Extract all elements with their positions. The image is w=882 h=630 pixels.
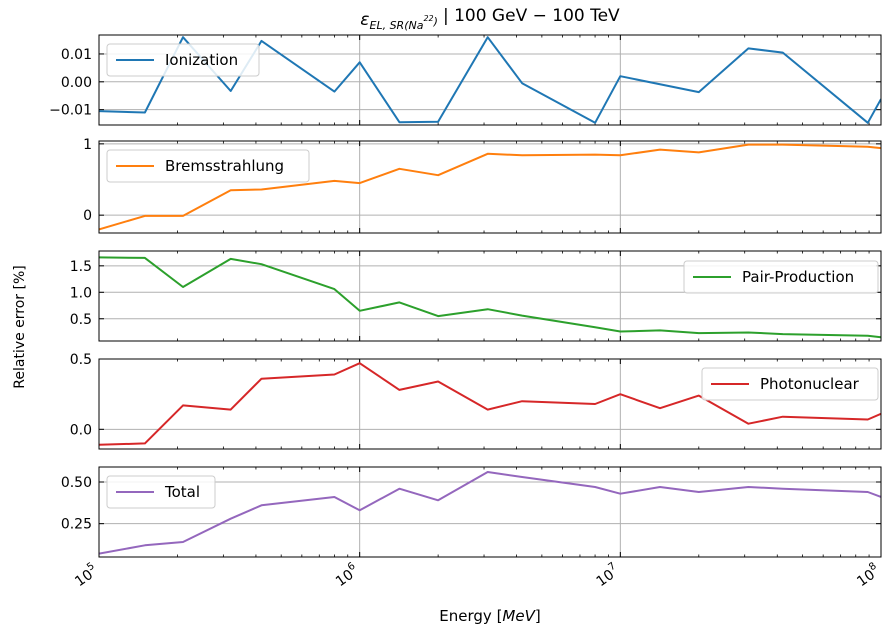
legend: Pair-Production	[683, 260, 879, 294]
legend: Ionization	[106, 43, 260, 77]
chart-title: εEL, SR(Na22) | 100 GeV − 100 TeV	[360, 6, 620, 32]
y-tick-label: 0.5	[70, 312, 92, 328]
series-line-total	[99, 471, 881, 555]
panel-3: 1.5 1.0 0.5 Pair-Production	[70, 250, 882, 342]
x-tick-label-text: 106	[331, 561, 362, 590]
y-tick-label: 1.0	[70, 285, 92, 301]
x-tick-label-text: 107	[592, 561, 623, 590]
y-tick-label: 1	[83, 137, 92, 153]
y-tick-label: 0.01	[61, 47, 92, 63]
panel-1: 0.01 0.00 −0.01 Ionization	[49, 34, 882, 126]
x-tick-label-text: 105	[71, 561, 102, 590]
legend-label: Total	[164, 483, 200, 501]
y-tick-label: 0.25	[61, 517, 92, 533]
series-line-ionization	[99, 36, 881, 124]
legend: Photonuclear	[701, 367, 879, 401]
legend-box	[106, 475, 216, 509]
legend-box	[701, 367, 879, 401]
series-line-pair-production	[99, 256, 881, 339]
panel-4: 0.5 0.0 Photonuclear	[70, 352, 882, 450]
legend-label: Ionization	[165, 51, 238, 69]
y-tick-label: 0.5	[70, 352, 92, 368]
legend-label: Photonuclear	[760, 375, 860, 393]
panel-5: 0.50 0.25 Total 105 106 107 108	[61, 466, 882, 590]
y-tick-label: −0.01	[49, 103, 92, 119]
plot-frame	[98, 466, 882, 558]
x-tick-label-text: 108	[853, 561, 882, 590]
y-tick-label: 0.00	[61, 75, 92, 91]
series-line-bremsstrahlung	[99, 143, 881, 231]
x-tick-label: 108	[853, 561, 882, 590]
x-tick-label: 105	[71, 561, 102, 590]
plot-frame	[98, 140, 882, 234]
legend-box	[683, 260, 879, 294]
panels: 0.010.00−0.01Ionization10Bremsstrahlung1…	[49, 34, 882, 590]
y-tick-label: 0.0	[70, 422, 92, 438]
legend-box	[106, 43, 260, 77]
series-line-photonuclear	[99, 362, 881, 446]
y-tick-label: 0.50	[61, 475, 92, 491]
x-tick-label: 107	[592, 561, 623, 590]
plot-frame	[98, 358, 882, 450]
plot-frame	[98, 34, 882, 126]
plot-frame	[98, 250, 882, 342]
legend: Total	[106, 475, 216, 509]
y-tick-label: 1.5	[70, 259, 92, 275]
y-axis-label: Relative error [%]	[12, 265, 28, 388]
x-tick-label: 106	[331, 561, 362, 590]
panel-2: 1 0 Bremsstrahlung	[83, 137, 882, 234]
legend-label: Pair-Production	[742, 268, 854, 286]
legend-box	[106, 149, 310, 183]
x-axis-label: Energy [MeV]	[439, 607, 540, 625]
legend-label: Bremsstrahlung	[165, 157, 284, 175]
legend: Bremsstrahlung	[106, 149, 310, 183]
y-tick-label: 0	[83, 208, 92, 224]
